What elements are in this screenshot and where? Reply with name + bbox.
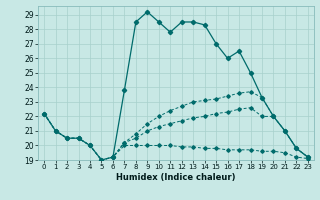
X-axis label: Humidex (Indice chaleur): Humidex (Indice chaleur) bbox=[116, 173, 236, 182]
